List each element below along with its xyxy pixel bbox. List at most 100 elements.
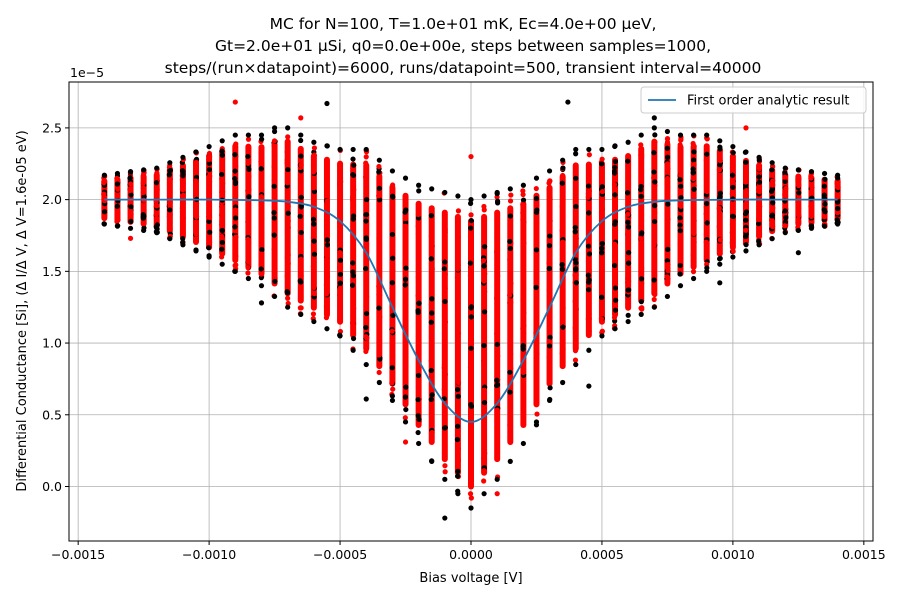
scatter-point bbox=[717, 237, 723, 243]
scatter-point bbox=[585, 243, 592, 249]
scatter-point bbox=[179, 214, 186, 220]
scatter-point bbox=[403, 243, 409, 250]
scatter-point bbox=[324, 271, 330, 277]
scatter-point bbox=[821, 192, 827, 198]
scatter-point bbox=[599, 161, 605, 167]
scatter-point bbox=[586, 277, 592, 283]
scatter-point bbox=[402, 223, 409, 229]
scatter-point bbox=[690, 258, 697, 264]
scatter-point bbox=[428, 301, 434, 307]
scatter-point bbox=[769, 178, 776, 184]
scatter-point bbox=[284, 254, 290, 261]
scatter-point bbox=[730, 213, 736, 220]
scatter-point bbox=[598, 209, 605, 215]
scatter-point bbox=[690, 252, 696, 258]
scatter-point bbox=[429, 296, 435, 302]
scatter-point bbox=[389, 393, 396, 399]
scatter-point bbox=[573, 235, 579, 242]
scatter-point bbox=[415, 211, 421, 218]
scatter-point bbox=[546, 397, 553, 404]
scatter-point bbox=[363, 266, 369, 272]
scatter-point bbox=[638, 193, 644, 199]
scatter-point bbox=[389, 285, 396, 292]
scatter-point bbox=[482, 289, 488, 295]
scatter-point bbox=[206, 166, 212, 173]
scatter-point bbox=[598, 294, 605, 300]
scatter-point bbox=[415, 372, 422, 379]
scatter-point bbox=[822, 176, 828, 182]
y-axis-offset-label: 1e−5 bbox=[70, 65, 104, 80]
scatter-point bbox=[507, 186, 513, 192]
scatter-point bbox=[468, 264, 474, 270]
scatter-point bbox=[756, 174, 762, 180]
scatter-point bbox=[219, 254, 225, 260]
scatter-point bbox=[520, 191, 526, 198]
scatter-point bbox=[232, 207, 239, 213]
scatter-point bbox=[259, 247, 265, 253]
scatter-point bbox=[258, 194, 265, 200]
scatter-point bbox=[782, 223, 788, 229]
scatter-point bbox=[180, 192, 186, 198]
scatter-point bbox=[285, 203, 291, 209]
scatter-point bbox=[547, 218, 553, 224]
scatter-point bbox=[796, 194, 802, 200]
scatter-point bbox=[298, 137, 304, 144]
scatter-series bbox=[101, 99, 841, 521]
scatter-outlier-point bbox=[494, 491, 500, 497]
scatter-point bbox=[521, 310, 527, 316]
scatter-point bbox=[756, 166, 762, 172]
scatter-outlier-point bbox=[232, 99, 238, 105]
scatter-point bbox=[258, 271, 264, 277]
scatter-point bbox=[586, 173, 592, 179]
scatter-point bbox=[586, 287, 592, 293]
scatter-point bbox=[573, 146, 579, 153]
scatter-point bbox=[180, 236, 186, 242]
scatter-point bbox=[507, 217, 513, 223]
scatter-point bbox=[232, 215, 239, 221]
scatter-point bbox=[297, 176, 304, 182]
scatter-point bbox=[677, 271, 683, 277]
scatter-point bbox=[454, 282, 461, 289]
scatter-point bbox=[625, 158, 631, 164]
scatter-point bbox=[271, 177, 277, 183]
scatter-point bbox=[153, 216, 160, 222]
scatter-point bbox=[520, 202, 526, 208]
scatter-point bbox=[245, 275, 251, 282]
scatter-point bbox=[428, 233, 434, 239]
scatter-point bbox=[337, 238, 343, 244]
scatter-point bbox=[520, 182, 526, 188]
scatter-point bbox=[455, 468, 461, 474]
scatter-point bbox=[364, 197, 370, 203]
scatter-point bbox=[441, 387, 447, 393]
scatter-point bbox=[508, 365, 514, 371]
scatter-point bbox=[167, 207, 173, 213]
legend-entry-label: First order analytic result bbox=[687, 94, 850, 109]
scatter-point bbox=[127, 169, 134, 175]
scatter-point bbox=[442, 274, 448, 280]
scatter-point bbox=[611, 182, 618, 188]
scatter-point bbox=[664, 161, 671, 167]
scatter-point bbox=[795, 227, 801, 234]
scatter-point bbox=[599, 213, 605, 219]
scatter-point bbox=[128, 204, 134, 210]
scatter-point bbox=[520, 275, 527, 281]
scatter-point bbox=[442, 469, 448, 475]
scatter-point bbox=[730, 184, 736, 190]
scatter-point bbox=[730, 247, 736, 254]
scatter-point bbox=[822, 201, 828, 207]
scatter-point bbox=[311, 299, 317, 305]
scatter-point bbox=[246, 187, 252, 193]
scatter-point bbox=[311, 251, 318, 257]
scatter-point bbox=[638, 299, 644, 305]
scatter-point bbox=[690, 176, 696, 182]
scatter-point bbox=[376, 193, 382, 199]
scatter-point bbox=[585, 183, 592, 189]
scatter-point bbox=[337, 230, 343, 236]
scatter-outlier-point bbox=[651, 115, 657, 121]
scatter-point bbox=[573, 208, 579, 214]
scatter-point bbox=[154, 185, 160, 191]
scatter-point bbox=[716, 184, 723, 190]
scatter-point bbox=[259, 210, 265, 217]
chart-title-line-3: steps/(run×datapoint)=6000, runs/datapoi… bbox=[165, 59, 762, 77]
scatter-column-core bbox=[533, 192, 540, 408]
